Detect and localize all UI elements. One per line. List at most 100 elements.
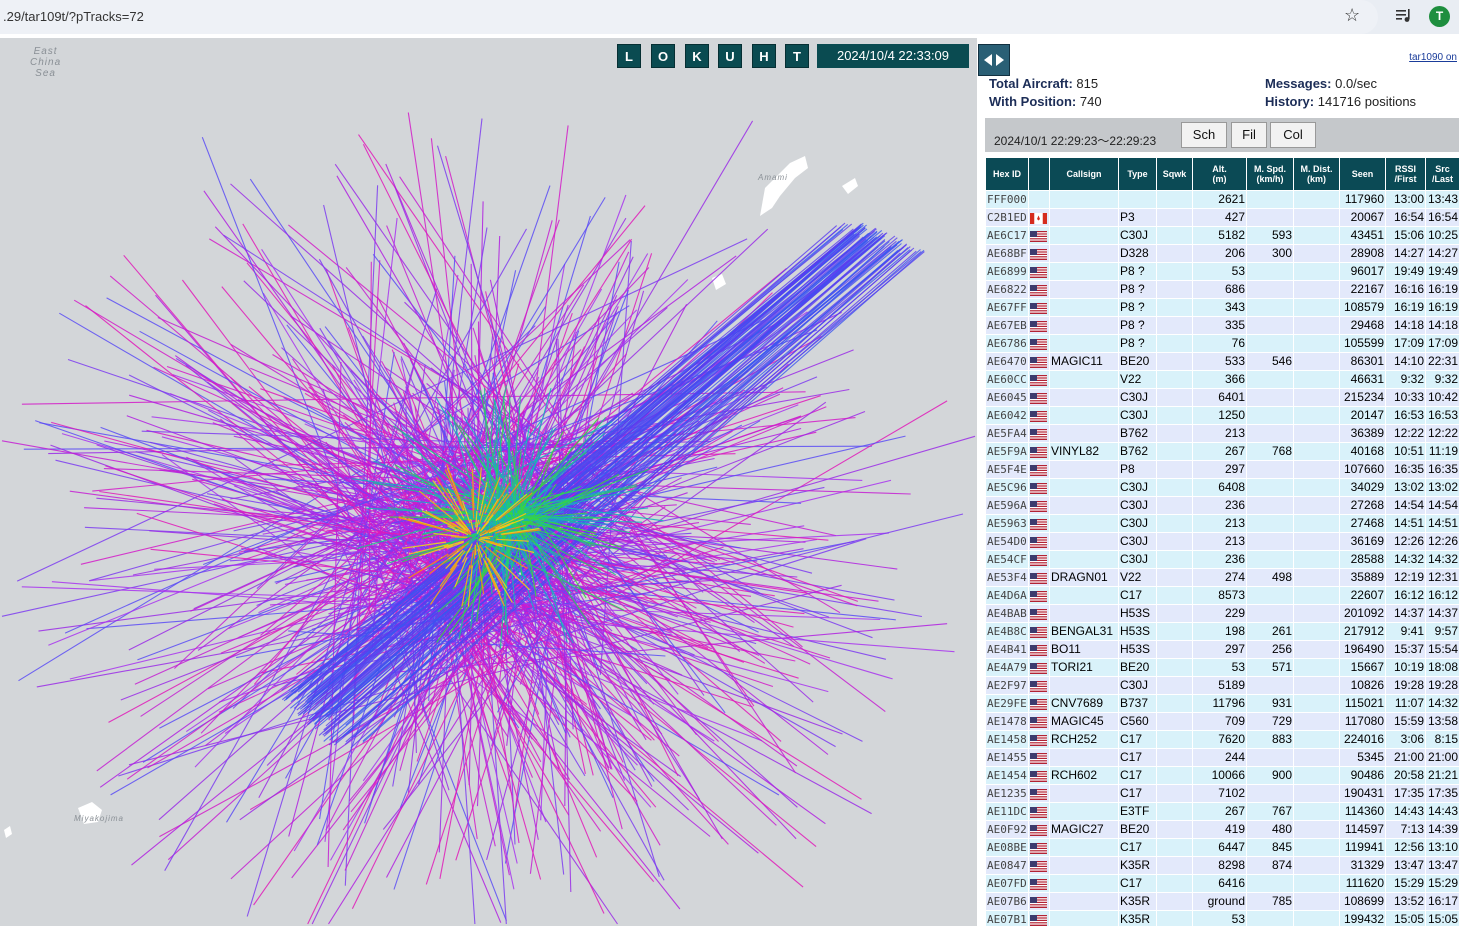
url-text[interactable]: .29/tar109t/?pTracks=72 [3,9,144,24]
table-row[interactable]: AE29FE CNV7689 B737 11796 931 115021 11:07 14:3… [985,694,1459,713]
flight-track [433,532,459,537]
table-row[interactable]: AE1454 RCH602 C17 10066 900 90486 20:58 21:21 [985,766,1459,785]
replay-clock[interactable]: 2024/10/4 22:33:09 [817,44,969,68]
table-row[interactable]: AE67FF P8 ? 343 108579 16:19 16:19 [985,298,1459,317]
table-row[interactable]: AE5C96 C30J 6408 34029 13:02 13:02 [985,478,1459,497]
cell-seen: 15667 [1339,658,1386,677]
col-flag[interactable] [1028,157,1050,191]
cell-hex-id: AE5963 [985,514,1029,533]
table-row[interactable]: AE53F4 DRAGN01 V22 274 498 35889 12:19 12:31 [985,568,1459,587]
table-row[interactable]: AE5F4E P8 297 107660 16:35 16:35 [985,460,1459,479]
cell-altitude: 229 [1192,604,1247,623]
flight-track [475,519,480,531]
reading-list-icon[interactable] [1395,8,1413,24]
col-max-speed[interactable]: M. Spd. (km/h) [1246,157,1294,191]
cell-callsign [1049,406,1119,425]
filter-button[interactable]: Fil [1231,122,1267,148]
flight-track [370,394,829,755]
table-row[interactable]: AE68BF D328 206 300 28908 14:27 14:27 [985,244,1459,263]
cell-hex-id: AE08BE [985,838,1029,857]
flight-track [444,469,464,511]
cell-squawk [1156,244,1193,263]
table-row[interactable]: AE4B8C BENGAL31 H53S 198 261 217912 9:41 9:57 [985,622,1459,641]
table-row[interactable]: AE08BE C17 6447 845 119941 12:56 13:10 [985,838,1459,857]
table-row[interactable]: FFF000 2621 117960 13:00 13:43 [985,190,1459,209]
table-row[interactable]: AE54D0 C30J 213 36169 12:26 12:26 [985,532,1459,551]
cell-callsign: DRAGN01 [1049,568,1119,587]
layer-o-button[interactable]: O [651,44,675,68]
table-row[interactable]: AE6786 P8 ? 76 105599 17:09 17:09 [985,334,1459,353]
col-altitude[interactable]: Alt. (m) [1192,157,1247,191]
table-row[interactable]: AE67EB P8 ? 335 29468 14:18 14:18 [985,316,1459,335]
layer-t-button[interactable]: T [785,44,809,68]
cell-flag [1028,892,1050,911]
table-row[interactable]: AE5F9A VINYL82 B762 267 768 40168 10:51 11:19 [985,442,1459,461]
col-squawk[interactable]: Sqwk [1156,157,1193,191]
table-row[interactable]: AE5FA4 B762 213 36389 12:22 12:22 [985,424,1459,443]
col-seen[interactable]: Seen [1339,157,1386,191]
table-row[interactable]: AE11DC E3TF 267 767 114360 14:43 14:43 [985,802,1459,821]
table-row[interactable]: AE6899 P8 ? 53 96017 19:49 19:49 [985,262,1459,281]
cell-first-seen: 17:35 [1385,784,1426,803]
table-row[interactable]: AE6042 C30J 1250 20147 16:53 16:53 [985,406,1459,425]
table-row[interactable]: AE596A C30J 236 27268 14:54 14:54 [985,496,1459,515]
address-bar[interactable]: .29/tar109t/?pTracks=72 [0,0,1378,34]
table-row[interactable]: AE5963 C30J 213 27468 14:51 14:51 [985,514,1459,533]
cell-flag [1028,820,1050,839]
us-flag-icon [1030,500,1047,513]
table-row[interactable]: AE0847 K35R 8298 874 31329 13:47 13:47 [985,856,1459,875]
cell-callsign [1049,424,1119,443]
flight-track [16,238,748,582]
table-row[interactable]: AE1458 RCH252 C17 7620 883 224016 3:06 8:15 [985,730,1459,749]
flight-track [435,477,461,515]
table-row[interactable]: AE6045 C30J 6401 215234 10:33 10:42 [985,388,1459,407]
col-hex-id[interactable]: Hex ID [985,157,1029,191]
cell-max-speed [1246,676,1294,695]
map-view[interactable]: East China Sea Amami Miyakojima L O K U … [0,38,977,926]
table-row[interactable]: AE6470 MAGIC11 BE20 533 546 86301 14:10 22:31 [985,352,1459,371]
col-rssi-first[interactable]: RSSI/First [1385,157,1426,191]
map-canvas[interactable] [0,38,977,926]
table-row[interactable]: AE1455 C17 244 5345 21:00 21:00 [985,748,1459,767]
cell-altitude: 686 [1192,280,1247,299]
history-stat: History: 141716 positions [1265,94,1416,109]
table-row[interactable]: AE0F92 MAGIC27 BE20 419 480 114597 7:13 14:39 [985,820,1459,839]
col-src-last[interactable]: Src/Last [1425,157,1459,191]
table-row[interactable]: AE4D6A C17 8573 22607 16:12 16:12 [985,586,1459,605]
cell-hex-id: AE1478 [985,712,1029,731]
table-row[interactable]: AE1478 MAGIC45 C560 709 729 117080 15:59 13:58 [985,712,1459,731]
table-row[interactable]: AE60CC V22 366 46631 9:32 9:32 [985,370,1459,389]
layer-k-button[interactable]: K [685,44,709,68]
cell-max-distance [1293,730,1340,749]
profile-avatar[interactable]: T [1429,6,1450,27]
cell-type: BE20 [1118,820,1157,839]
flight-track [250,367,721,561]
layer-h-button[interactable]: H [752,44,776,68]
search-button[interactable]: Sch [1181,122,1227,148]
layer-u-button[interactable]: U [718,44,742,68]
table-row[interactable]: AE07FD C17 6416 111620 15:29 15:29 [985,874,1459,893]
table-row[interactable]: AE2F97 C30J 5189 10826 19:28 19:28 [985,676,1459,695]
table-row[interactable]: AE4BAB H53S 229 201092 14:37 14:37 [985,604,1459,623]
table-row[interactable]: AE4B41 BO11 H53S 297 256 196490 15:37 15:54 [985,640,1459,659]
cell-seen: 36169 [1339,532,1386,551]
bookmark-star-icon[interactable]: ☆ [1344,5,1361,25]
tar1090-link[interactable]: tar1090 on [1409,52,1457,63]
table-row[interactable]: AE07B6 K35R ground 785 108699 13:52 16:17 [985,892,1459,911]
table-row[interactable]: AE07B1 K35R 53 199432 15:05 15:05 [985,910,1459,926]
col-type[interactable]: Type [1118,157,1157,191]
table-row[interactable]: AE4A79 TORI21 BE20 53 571 15667 10:19 18:08 [985,658,1459,677]
table-row[interactable]: AE54CF C30J 236 28588 14:32 14:32 [985,550,1459,569]
cell-squawk [1156,712,1193,731]
col-max-distance[interactable]: M. Dist. (km) [1293,157,1340,191]
layer-l-button[interactable]: L [617,44,641,68]
panel-toggle-button[interactable] [978,44,1010,76]
cell-squawk [1156,424,1193,443]
flight-track [333,251,925,746]
table-row[interactable]: AE6822 P8 ? 686 22167 16:16 16:19 [985,280,1459,299]
table-row[interactable]: AE1235 C17 7102 190431 17:35 17:35 [985,784,1459,803]
col-callsign[interactable]: Callsign [1049,157,1119,191]
table-row[interactable]: C2B1ED P3 427 20067 16:54 16:54 [985,208,1459,227]
table-row[interactable]: AE6C17 C30J 5182 593 43451 15:06 10:25 [985,226,1459,245]
columns-button[interactable]: Col [1270,122,1316,148]
